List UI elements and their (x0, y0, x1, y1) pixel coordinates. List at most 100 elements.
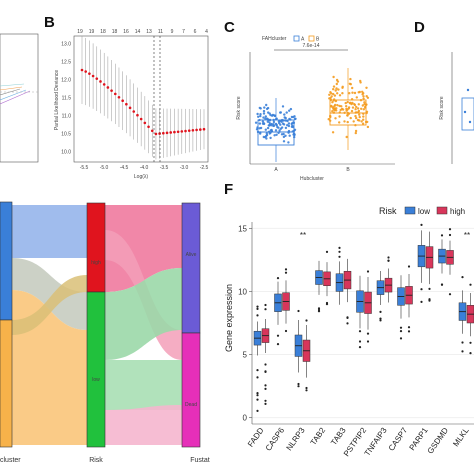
panel-b-frame (73, 35, 209, 163)
panel-f-outlier (448, 233, 452, 237)
panel-b-point (158, 132, 161, 135)
panel-f-outlier (256, 314, 259, 317)
panel-c-point (349, 77, 352, 81)
panel-f-outlier (358, 340, 362, 343)
panel-b-point (80, 68, 84, 72)
panel-b-point (191, 128, 195, 132)
panel-c-point (354, 114, 357, 118)
panel-b-point (106, 86, 110, 89)
panel-c-point (259, 107, 262, 110)
panel-f-outlier (256, 409, 259, 412)
panel-a (0, 33, 39, 163)
panel-b-point (147, 125, 150, 129)
panel-f: F Risk low high 0 5 10 15 ** ** FADDCASP6NLR… (224, 181, 474, 458)
panel-c-point (262, 122, 266, 125)
panel-f-outlier (379, 317, 382, 320)
panel-b-top-tick: 16 (123, 29, 129, 35)
panel-c-point (360, 120, 363, 123)
panel-f-outlier (420, 223, 423, 226)
panel-c-point (266, 126, 270, 130)
panel-f-outlier (440, 234, 444, 237)
panel-b-point (128, 106, 132, 110)
panel-c-point (351, 91, 354, 94)
panel-f-outlier (297, 309, 300, 313)
panel-c-legend-title: FAHcluster (262, 36, 287, 42)
panel-f-xtick-label: MLKL (451, 426, 471, 449)
panel-b-top-tick: 11 (158, 29, 163, 35)
panel-c-point (272, 120, 276, 124)
panel-c-point (287, 124, 291, 128)
panel-f-outlier (407, 265, 411, 268)
panel-f-outlier (297, 385, 300, 388)
panel-c-point (261, 120, 265, 123)
panel-c-point (354, 129, 358, 133)
panel-c-point (265, 132, 268, 135)
panel-b-top-tick: 4 (205, 29, 208, 35)
panel-c-point (357, 91, 360, 94)
panel-c-point (257, 115, 260, 119)
panel-c-point (278, 121, 281, 125)
panel-c-point (275, 123, 278, 127)
panel-f-outlier (276, 334, 280, 337)
panel-f-outlier (448, 228, 452, 231)
sankey-axis-left: cluster (0, 457, 21, 464)
panel-c-point (337, 88, 340, 91)
panel-c-point (338, 121, 341, 124)
panel-f-outlier (256, 394, 259, 397)
panel-f-significance: ** (300, 231, 306, 240)
panel-c-pvalue: 7.6e-14 (303, 43, 320, 49)
panel-f-outlier (440, 283, 444, 286)
panel-f-outlier (469, 341, 472, 344)
panel-d-box (461, 97, 474, 131)
panel-f-label: F (224, 181, 233, 198)
panel-c-point (264, 128, 267, 131)
panel-b-point (136, 113, 139, 117)
panel-b-point (84, 70, 87, 73)
panel-f-outlier (264, 308, 267, 311)
panel-c-point (282, 140, 286, 143)
panel-f-outlier (338, 250, 341, 253)
panel-c-point (354, 131, 357, 135)
panel-c-point (282, 123, 286, 126)
legend-label-high: high (450, 207, 465, 216)
panel-c-point (366, 125, 370, 129)
panel-d-point (466, 88, 470, 92)
panel-f-outlier (399, 330, 403, 333)
panel-c-point (344, 101, 347, 105)
panel-c-point (332, 88, 335, 91)
panel-f-outlier (366, 332, 370, 335)
panel-b-top-tick: 18 (112, 29, 118, 35)
panel-f-xtick-label: CASP7 (387, 426, 410, 453)
sankey-label-dead: Dead (185, 402, 197, 408)
panel-f-boxes: ** ** (253, 223, 474, 412)
panel-c-point (262, 112, 266, 115)
panel-c-point (346, 120, 349, 124)
panel-c-point (348, 82, 352, 86)
panel-c-point (274, 129, 278, 132)
sankey-node-low (86, 291, 106, 448)
panel-c: C FAHcluster A B 7.6e-14 A B Hubcluster … (224, 19, 395, 182)
panel-b-point (110, 89, 113, 92)
panel-c-point (341, 108, 345, 111)
panel-c-point (363, 101, 366, 104)
panel-c-point (334, 89, 337, 92)
panel-b-point (125, 102, 128, 106)
panel-c-point (284, 116, 287, 120)
panel-f-outlier (379, 319, 382, 322)
panel-c-point (262, 135, 265, 139)
panel-f-outlier (346, 322, 349, 325)
panel-b-xtick: -5.0 (100, 165, 109, 171)
panel-f-outlier (387, 259, 390, 262)
panel-f-outlier (256, 369, 259, 372)
panel-c-point (293, 115, 296, 118)
panel-f-outlier (264, 363, 267, 366)
panel-c-point (362, 115, 365, 118)
panel-c-point (333, 94, 337, 97)
panel-c-point (361, 104, 364, 107)
panel-c-point (287, 141, 290, 144)
panel-b-point (180, 130, 184, 133)
panel-c-point (331, 101, 334, 104)
panel-c-point (270, 122, 273, 126)
panel-b-xlabel: Log(λ) (134, 174, 149, 180)
panel-f-outlier (399, 326, 403, 329)
